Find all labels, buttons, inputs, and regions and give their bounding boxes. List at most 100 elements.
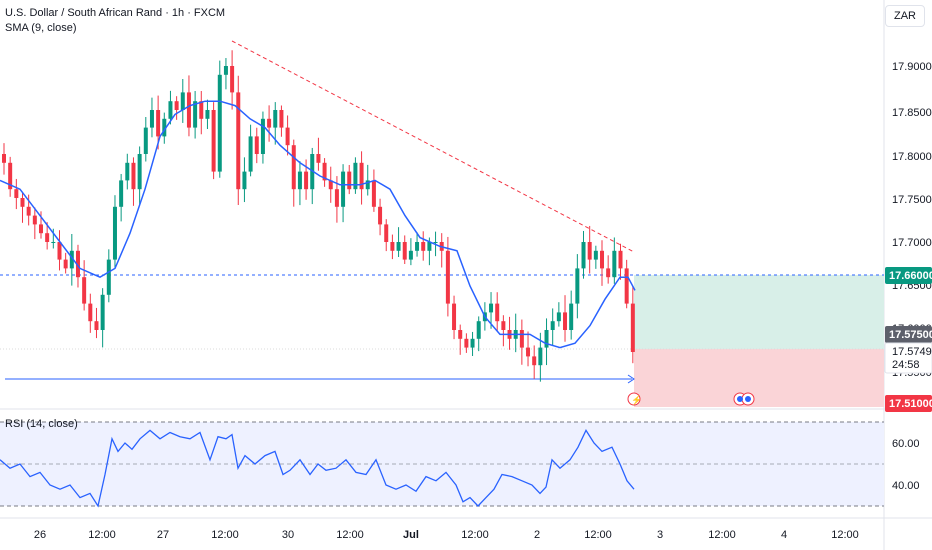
- candle-body[interactable]: [217, 74, 222, 172]
- candle-body[interactable]: [137, 154, 142, 190]
- candle-body[interactable]: [260, 118, 265, 154]
- candle-body[interactable]: [347, 171, 352, 190]
- sma-indicator-label[interactable]: SMA (9, close): [5, 22, 77, 34]
- candle-body[interactable]: [427, 242, 432, 251]
- candle-body[interactable]: [119, 180, 124, 207]
- candle-body[interactable]: [458, 330, 463, 339]
- candle-body[interactable]: [186, 92, 191, 128]
- candle-body[interactable]: [112, 206, 117, 260]
- candle-body[interactable]: [100, 294, 105, 330]
- candle-body[interactable]: [593, 250, 598, 260]
- candle-body[interactable]: [433, 242, 438, 243]
- candle-body[interactable]: [550, 321, 555, 330]
- candle-body[interactable]: [211, 110, 216, 172]
- candle-body[interactable]: [600, 250, 605, 269]
- candle-body[interactable]: [445, 250, 450, 304]
- candle-body[interactable]: [371, 180, 376, 207]
- candle-body[interactable]: [273, 110, 278, 128]
- loss-zone[interactable]: [634, 349, 884, 407]
- candle-body[interactable]: [88, 303, 93, 322]
- candle-body[interactable]: [402, 242, 407, 260]
- candle-body[interactable]: [556, 312, 561, 322]
- candle-body[interactable]: [248, 136, 253, 172]
- lightning-event-icon[interactable]: [627, 392, 641, 406]
- rsi-indicator-label[interactable]: RSI (14, close): [5, 418, 78, 430]
- sma-line[interactable]: [0, 100, 636, 349]
- candle-body[interactable]: [8, 162, 13, 190]
- candle-body[interactable]: [575, 268, 580, 304]
- candle-body[interactable]: [322, 162, 327, 181]
- candle-body[interactable]: [14, 189, 19, 198]
- candle-body[interactable]: [421, 242, 426, 251]
- time-axis[interactable]: 26 12:00 27 12:00 30 12:00 Jul 12:00 2 12:00 3 12:0…: [34, 529, 859, 541]
- candle-body[interactable]: [279, 110, 284, 128]
- trend-line[interactable]: [231, 40, 635, 253]
- candle-body[interactable]: [45, 233, 50, 242]
- candle-body[interactable]: [20, 198, 25, 207]
- candle-body[interactable]: [2, 154, 6, 163]
- candle-body[interactable]: [94, 321, 99, 330]
- candle-body[interactable]: [75, 250, 80, 278]
- candle-body[interactable]: [563, 312, 568, 330]
- candle-body[interactable]: [254, 136, 259, 154]
- candle-body[interactable]: [230, 66, 235, 93]
- candle-body[interactable]: [452, 303, 457, 330]
- candle-body[interactable]: [334, 189, 339, 207]
- candle-body[interactable]: [396, 242, 401, 251]
- currency-button[interactable]: ZAR: [885, 5, 925, 27]
- candle-body[interactable]: [495, 303, 500, 322]
- candle-body[interactable]: [291, 145, 296, 190]
- candle-body[interactable]: [82, 277, 87, 304]
- candle-body[interactable]: [193, 101, 198, 128]
- candle-body[interactable]: [359, 162, 364, 190]
- target-price-tag[interactable]: [885, 267, 932, 284]
- candle-body[interactable]: [365, 180, 370, 190]
- candle-body[interactable]: [168, 101, 173, 119]
- candle-body[interactable]: [236, 92, 241, 190]
- candle-body[interactable]: [205, 110, 210, 119]
- current-price-tag[interactable]: [884, 342, 932, 374]
- candle-body[interactable]: [378, 206, 383, 225]
- symbol-title[interactable]: U.S. Dollar / South African Rand · 1h · …: [5, 7, 226, 19]
- candle-body[interactable]: [538, 347, 543, 366]
- candle-body[interactable]: [612, 250, 617, 278]
- profit-zone[interactable]: [634, 275, 884, 349]
- candle-body[interactable]: [581, 242, 586, 269]
- candle-body[interactable]: [544, 330, 549, 348]
- candle-body[interactable]: [242, 171, 247, 190]
- candle-body[interactable]: [569, 303, 574, 330]
- candle-body[interactable]: [630, 303, 635, 352]
- candle-body[interactable]: [476, 321, 481, 339]
- candle-body[interactable]: [297, 171, 302, 190]
- candle-body[interactable]: [532, 356, 537, 366]
- candle-body[interactable]: [149, 110, 154, 128]
- candle-body[interactable]: [316, 154, 321, 163]
- candle-body[interactable]: [384, 224, 389, 242]
- candle-body[interactable]: [38, 224, 43, 234]
- candle-body[interactable]: [618, 250, 623, 269]
- candle-body[interactable]: [69, 250, 74, 269]
- candle-body[interactable]: [156, 110, 161, 137]
- rsi-line[interactable]: [0, 429, 635, 508]
- candle-body[interactable]: [408, 250, 413, 260]
- candle-body[interactable]: [131, 162, 136, 190]
- candle-body[interactable]: [26, 206, 31, 216]
- candle-body[interactable]: [624, 268, 629, 304]
- candle-body[interactable]: [470, 338, 475, 348]
- candle-body[interactable]: [353, 162, 358, 190]
- candle-body[interactable]: [106, 259, 111, 295]
- candle-body[interactable]: [464, 338, 469, 348]
- candle-body[interactable]: [57, 242, 62, 260]
- candle-body[interactable]: [328, 180, 333, 190]
- candle-body[interactable]: [519, 330, 524, 348]
- candle-body[interactable]: [285, 127, 290, 146]
- candle-body[interactable]: [587, 242, 592, 260]
- candle-body[interactable]: [606, 268, 611, 278]
- candle-body[interactable]: [390, 242, 395, 251]
- candle-body[interactable]: [143, 127, 148, 154]
- candle-body[interactable]: [223, 66, 228, 75]
- candle-body[interactable]: [63, 259, 68, 269]
- candle-body[interactable]: [526, 347, 531, 357]
- candle-body[interactable]: [267, 118, 272, 128]
